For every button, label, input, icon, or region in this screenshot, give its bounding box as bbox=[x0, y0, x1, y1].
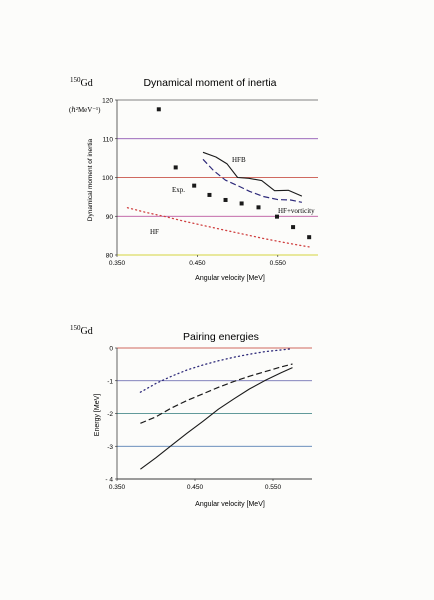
chart1-ylabel: Dynamical moment of inertia bbox=[87, 138, 94, 221]
x-tick-label: 0.450 bbox=[187, 484, 204, 491]
chart1-label-hf-vorticity: HF+vorticity bbox=[278, 207, 315, 215]
x-tick-label: 0.450 bbox=[189, 260, 206, 267]
chart2-ylabel: Energy [MeV] bbox=[94, 394, 101, 436]
x-tick-label: 0.350 bbox=[109, 260, 126, 267]
series-line-series-2 bbox=[140, 363, 293, 424]
y-tick-label: 90 bbox=[106, 214, 114, 221]
data-point-exp bbox=[307, 235, 312, 240]
y-tick-label: -3 bbox=[107, 444, 113, 451]
y-tick-label: - 4 bbox=[105, 477, 113, 484]
chart1-label-exp: Exp. bbox=[172, 186, 185, 194]
chart2-xlabel: Angular velocity [MeV] bbox=[195, 501, 265, 508]
data-point-exp bbox=[173, 165, 178, 170]
data-point-exp bbox=[274, 214, 279, 219]
chart2-x-tick-labels: 0.350 0.450 0.550 bbox=[109, 479, 282, 491]
moment-of-inertia-chart: 150Gd Dynamical moment of inertia (ℏ²MeV… bbox=[69, 76, 318, 282]
chart1-label-hf: HF bbox=[150, 228, 159, 236]
y-tick-label: 0 bbox=[109, 346, 113, 353]
series-line-hf bbox=[126, 207, 313, 248]
y-tick-label: 120 bbox=[102, 98, 113, 105]
y-tick-label: 100 bbox=[102, 175, 113, 182]
y-tick-label: 80 bbox=[106, 253, 114, 260]
chart2-gridlines bbox=[116, 347, 312, 480]
y-tick-label: -1 bbox=[107, 378, 113, 385]
chart1-gridlines bbox=[116, 99, 318, 256]
data-point-exp bbox=[239, 201, 244, 206]
chart1-xlabel: Angular velocity [MeV] bbox=[195, 275, 265, 282]
x-tick-label: 0.550 bbox=[270, 260, 287, 267]
data-point-exp bbox=[207, 192, 212, 197]
series-line-series-3 bbox=[139, 348, 294, 393]
series-line-series-1 bbox=[140, 367, 293, 470]
y-tick-label: 110 bbox=[103, 136, 114, 143]
chart2-y-tick-labels: 0 -1 -2 -3 - 4 bbox=[105, 346, 117, 484]
data-point-exp bbox=[223, 197, 228, 202]
chart1-unit-label: (ℏ²MeV⁻¹) bbox=[69, 106, 101, 114]
chart2-title: Pairing energies bbox=[183, 331, 259, 343]
chart2-nucleus-label: 150Gd bbox=[70, 324, 93, 337]
chart1-nucleus-label: 150Gd bbox=[70, 76, 93, 89]
chart1-x-tick-labels: 0.350 0.450 0.550 bbox=[109, 255, 286, 267]
x-tick-label: 0.350 bbox=[109, 484, 126, 491]
chart2-nucleus-mass: 150 bbox=[70, 324, 81, 332]
x-tick-label: 0.550 bbox=[265, 484, 282, 491]
chart1-series bbox=[126, 107, 313, 248]
y-tick-label: -2 bbox=[107, 411, 113, 418]
chart2-nucleus-symbol: Gd bbox=[81, 326, 93, 337]
chart1-title: Dynamical moment of inertia bbox=[143, 77, 276, 89]
chart1-nucleus-mass: 150 bbox=[70, 76, 81, 84]
data-point-exp bbox=[291, 225, 296, 230]
chart1-y-tick-labels: 80 90 100 110 120 bbox=[102, 98, 117, 260]
data-point-exp bbox=[256, 205, 261, 210]
data-point-exp bbox=[192, 183, 197, 188]
series-line-hf-vorticity bbox=[202, 158, 303, 203]
chart2-series bbox=[139, 348, 294, 470]
data-point-exp bbox=[156, 107, 161, 112]
pairing-energies-chart: 150Gd Pairing energies Energy [MeV] Angu… bbox=[70, 324, 312, 508]
chart1-annotations: HFB HF+vorticity HF Exp. bbox=[150, 156, 315, 236]
series-line-hfb bbox=[202, 151, 303, 197]
chart1-nucleus-symbol: Gd bbox=[81, 78, 93, 89]
chart1-label-hfb: HFB bbox=[232, 156, 246, 164]
